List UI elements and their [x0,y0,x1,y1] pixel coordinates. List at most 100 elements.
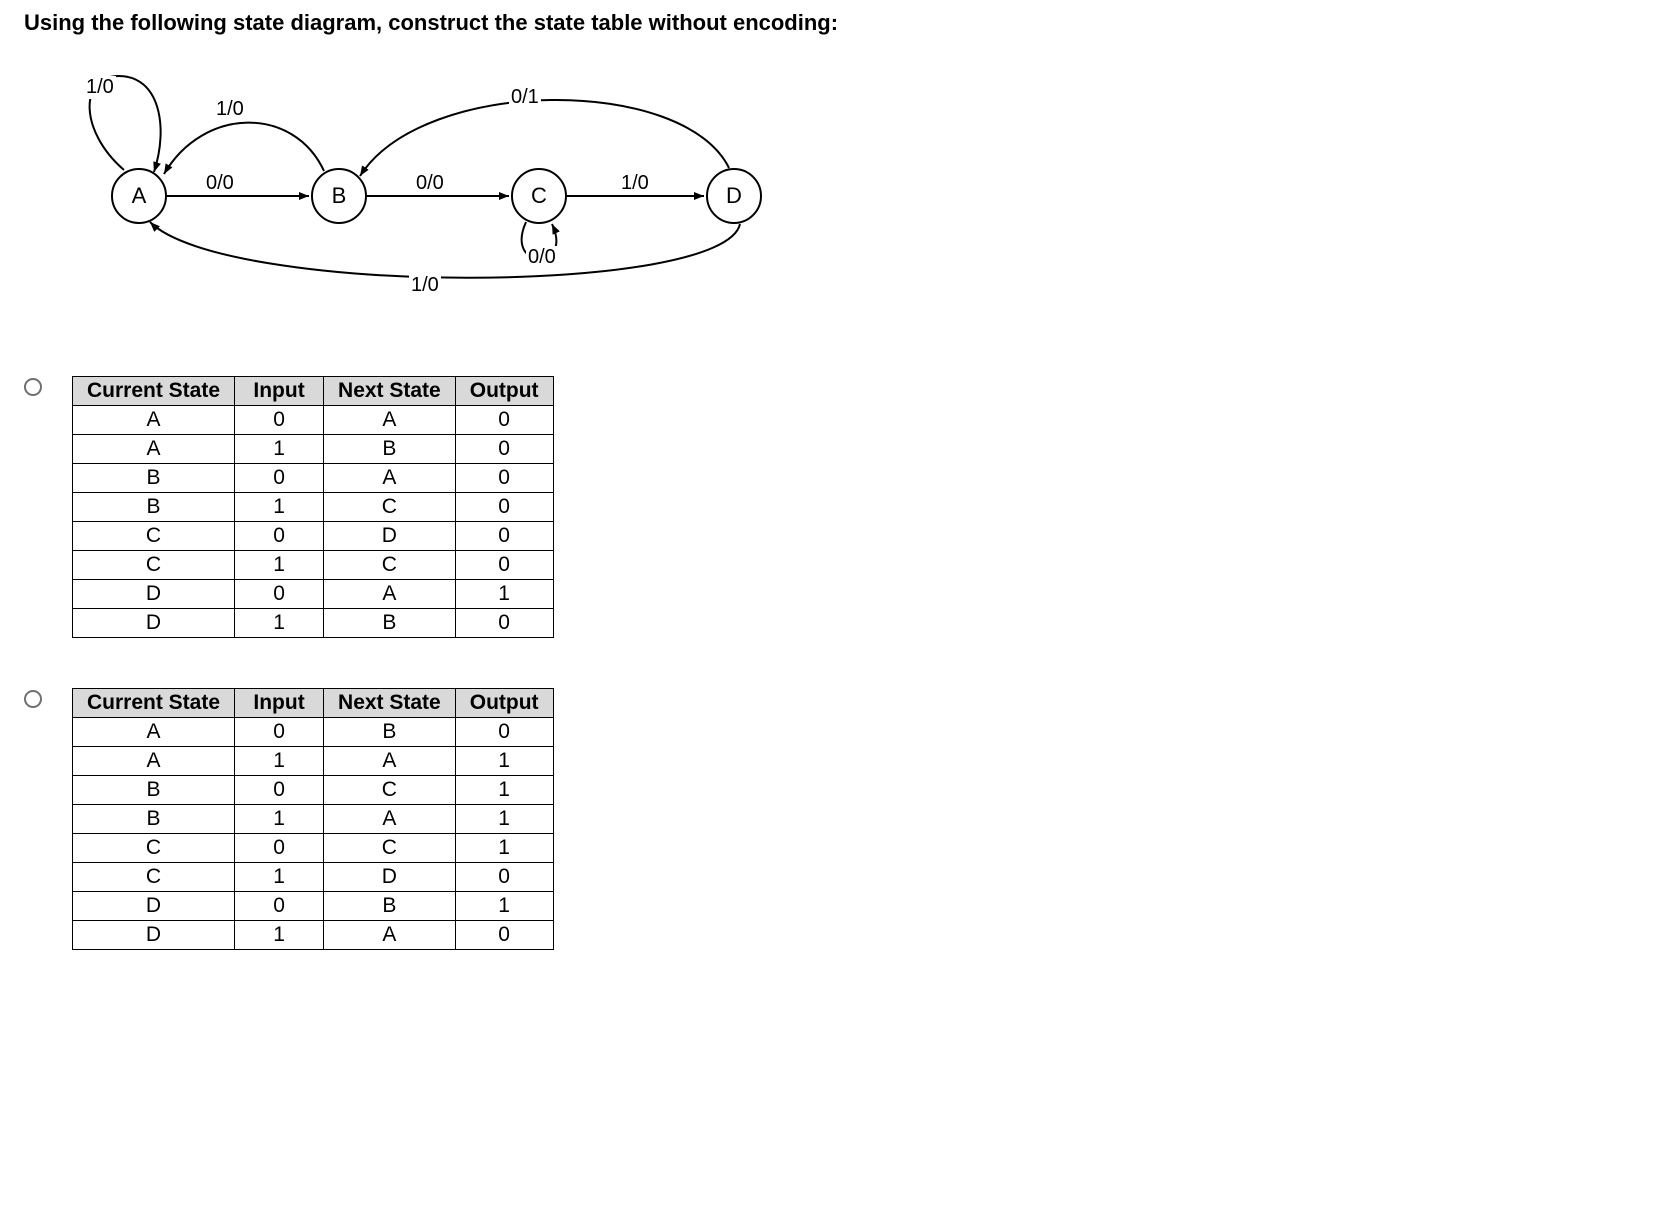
col-header: Current State [73,689,235,718]
cell: A [324,464,456,493]
table-row: B0A0 [73,464,554,493]
state-diagram: A B C D 1/0 0/0 1/0 0/0 0/0 1/0 1/0 0/1 [64,46,964,326]
cell: A [73,747,235,776]
cell: 0 [235,522,324,551]
edge-label-A-B: 0/0 [204,172,236,195]
option-2: Current State Input Next State Output A0… [24,688,1634,950]
cell: B [73,464,235,493]
col-header: Next State [324,377,456,406]
table-row: A0B0 [73,718,554,747]
cell: A [324,805,456,834]
state-node-D: D [706,168,762,224]
cell: A [324,406,456,435]
cell: C [324,834,456,863]
radio-option-2[interactable] [24,690,42,708]
cell: A [73,718,235,747]
cell: 0 [235,464,324,493]
cell: C [73,863,235,892]
state-node-B: B [311,168,367,224]
cell: 0 [455,863,553,892]
cell: 0 [455,493,553,522]
cell: D [324,522,456,551]
cell: 1 [235,435,324,464]
col-header: Input [235,377,324,406]
cell: 1 [235,863,324,892]
cell: C [73,522,235,551]
table-row: C1D0 [73,863,554,892]
cell: 0 [235,892,324,921]
cell: 1 [235,805,324,834]
cell: C [324,493,456,522]
cell: 1 [235,921,324,950]
table-row: D1B0 [73,609,554,638]
edge-D-B [360,100,729,176]
col-header: Input [235,689,324,718]
table-row: C1C0 [73,551,554,580]
state-label: D [726,183,742,209]
edge-label-A-A: 1/0 [84,76,116,99]
cell: A [324,747,456,776]
cell: 0 [235,718,324,747]
table-row: A0A0 [73,406,554,435]
table-row: B1C0 [73,493,554,522]
cell: B [73,776,235,805]
table-header-row: Current State Input Next State Output [73,689,554,718]
cell: 0 [455,406,553,435]
cell: 1 [455,747,553,776]
cell: B [324,609,456,638]
col-header: Current State [73,377,235,406]
cell: 1 [455,580,553,609]
cell: A [324,580,456,609]
cell: 0 [235,406,324,435]
col-header: Output [455,689,553,718]
state-node-A: A [111,168,167,224]
cell: 0 [235,776,324,805]
cell: 0 [235,580,324,609]
page: Using the following state diagram, const… [0,0,1658,1232]
state-label: B [332,183,347,209]
cell: 0 [455,921,553,950]
edge-label-D-B: 0/1 [509,86,541,109]
cell: B [324,892,456,921]
cell: C [73,834,235,863]
cell: D [73,580,235,609]
cell: C [324,776,456,805]
cell: 0 [455,609,553,638]
cell: C [324,551,456,580]
cell: 1 [455,892,553,921]
state-table-2: Current State Input Next State Output A0… [72,688,554,950]
table-body-1: A0A0 A1B0 B0A0 B1C0 C0D0 C1C0 D0A1 D1B0 [73,406,554,638]
cell: 1 [235,551,324,580]
col-header: Output [455,377,553,406]
edge-B-A [164,123,324,174]
edge-label-D-A: 1/0 [409,274,441,297]
table-body-2: A0B0 A1A1 B0C1 B1A1 C0C1 C1D0 D0B1 D1A0 [73,718,554,950]
cell: D [73,609,235,638]
cell: 0 [455,551,553,580]
cell: C [73,551,235,580]
table-row: C0D0 [73,522,554,551]
cell: A [73,435,235,464]
state-node-C: C [511,168,567,224]
cell: 1 [455,834,553,863]
radio-option-1[interactable] [24,378,42,396]
edge-label-B-C: 0/0 [414,172,446,195]
option-1: Current State Input Next State Output A0… [24,376,1634,638]
table-row: D0A1 [73,580,554,609]
cell: A [73,406,235,435]
cell: 0 [455,522,553,551]
edge-label-B-A: 1/0 [214,98,246,121]
cell: 1 [235,493,324,522]
state-label: A [132,183,147,209]
cell: 0 [455,464,553,493]
edge-label-C-C: 0/0 [526,246,558,269]
table-row: D0B1 [73,892,554,921]
table-row: D1A0 [73,921,554,950]
cell: B [324,718,456,747]
edge-label-C-D: 1/0 [619,172,651,195]
cell: 1 [455,805,553,834]
cell: 1 [455,776,553,805]
table-row: A1B0 [73,435,554,464]
state-table-1: Current State Input Next State Output A0… [72,376,554,638]
cell: B [324,435,456,464]
